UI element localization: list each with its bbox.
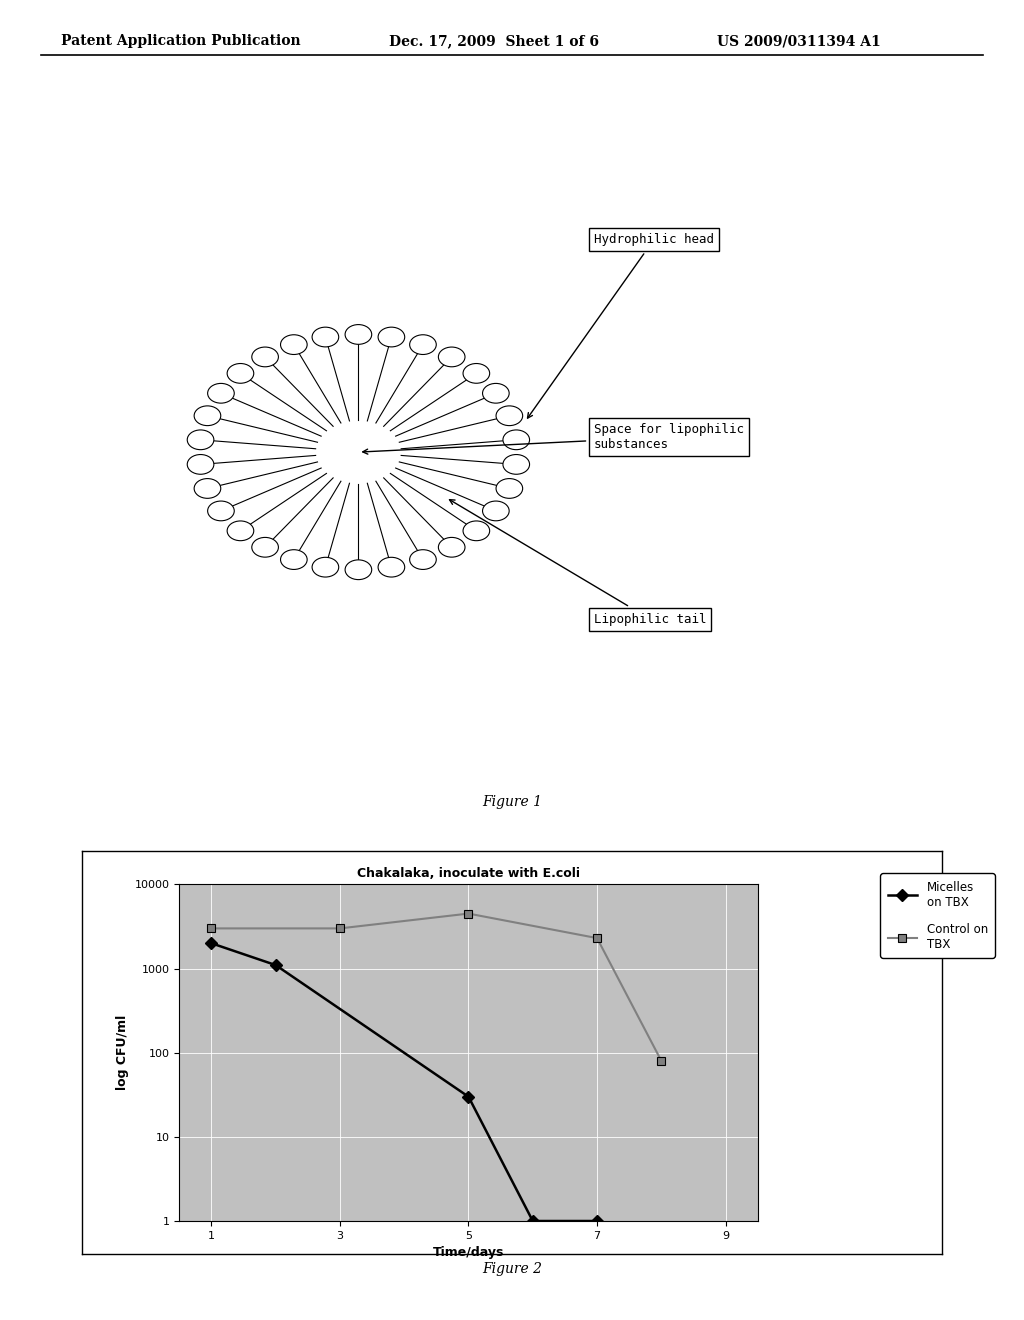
Micelles
on TBX xyxy=(591,1213,603,1229)
Text: Space for lipophilic
substances: Space for lipophilic substances xyxy=(362,422,743,454)
Circle shape xyxy=(252,537,279,557)
Control on
TBX xyxy=(334,920,346,936)
Text: Figure 1: Figure 1 xyxy=(482,795,542,809)
Title: Chakalaka, inoculate with E.coli: Chakalaka, inoculate with E.coli xyxy=(357,867,580,880)
Line: Control on
TBX: Control on TBX xyxy=(207,909,666,1065)
Text: Lipophilic tail: Lipophilic tail xyxy=(450,500,707,626)
Control on
TBX xyxy=(205,920,217,936)
Circle shape xyxy=(227,363,254,383)
Control on
TBX xyxy=(462,906,474,921)
Text: Figure 2: Figure 2 xyxy=(482,1262,542,1276)
Circle shape xyxy=(208,383,234,403)
Circle shape xyxy=(345,325,372,345)
Circle shape xyxy=(345,560,372,579)
Circle shape xyxy=(482,383,509,403)
Line: Micelles
on TBX: Micelles on TBX xyxy=(207,939,601,1225)
Circle shape xyxy=(378,557,404,577)
Circle shape xyxy=(312,557,339,577)
Micelles
on TBX xyxy=(205,936,217,952)
Micelles
on TBX xyxy=(462,1089,474,1105)
Y-axis label: log CFU/ml: log CFU/ml xyxy=(116,1015,129,1090)
Circle shape xyxy=(438,347,465,367)
Circle shape xyxy=(496,479,522,499)
Circle shape xyxy=(208,502,234,521)
Circle shape xyxy=(410,549,436,569)
Circle shape xyxy=(312,327,339,347)
Circle shape xyxy=(496,405,522,425)
Control on
TBX xyxy=(655,1053,668,1069)
Text: Hydrophilic head: Hydrophilic head xyxy=(527,234,714,418)
Circle shape xyxy=(187,454,214,474)
X-axis label: Time/days: Time/days xyxy=(433,1246,504,1259)
Circle shape xyxy=(410,335,436,355)
Circle shape xyxy=(281,549,307,569)
Circle shape xyxy=(281,335,307,355)
Circle shape xyxy=(482,502,509,521)
Circle shape xyxy=(438,537,465,557)
Control on
TBX xyxy=(591,931,603,946)
Circle shape xyxy=(227,521,254,541)
Circle shape xyxy=(463,363,489,383)
Circle shape xyxy=(187,430,214,450)
Circle shape xyxy=(252,347,279,367)
Text: Patent Application Publication: Patent Application Publication xyxy=(61,34,301,49)
Circle shape xyxy=(503,430,529,450)
Text: US 2009/0311394 A1: US 2009/0311394 A1 xyxy=(717,34,881,49)
Legend: Micelles
on TBX, Control on
TBX: Micelles on TBX, Control on TBX xyxy=(881,874,995,958)
Micelles
on TBX xyxy=(526,1213,539,1229)
Circle shape xyxy=(378,327,404,347)
Circle shape xyxy=(503,454,529,474)
Circle shape xyxy=(195,405,221,425)
Circle shape xyxy=(463,521,489,541)
Circle shape xyxy=(195,479,221,499)
Text: Dec. 17, 2009  Sheet 1 of 6: Dec. 17, 2009 Sheet 1 of 6 xyxy=(389,34,599,49)
Circle shape xyxy=(315,420,401,484)
Micelles
on TBX xyxy=(269,957,282,973)
